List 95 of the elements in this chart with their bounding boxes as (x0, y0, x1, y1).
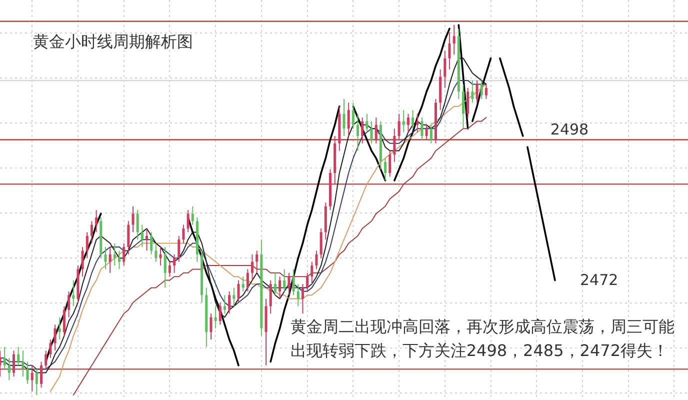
candlestick (223, 294, 226, 314)
candlestick (476, 80, 478, 104)
candlestick (22, 350, 24, 377)
candlestick (242, 276, 244, 292)
candlestick (356, 113, 360, 152)
candlestick (140, 224, 144, 248)
candlestick (366, 113, 368, 133)
candlestick (218, 302, 222, 326)
candlestick (182, 224, 185, 244)
candlestick (113, 242, 116, 266)
candlestick (90, 220, 93, 244)
candlestick (301, 283, 304, 314)
candlestick (237, 280, 240, 303)
candlestick (186, 209, 190, 233)
candlestick (146, 228, 148, 252)
candlestick (173, 254, 176, 274)
candlestick (8, 357, 10, 381)
candlestick (228, 290, 231, 314)
candlestick (108, 246, 112, 274)
candlestick (296, 283, 300, 307)
candlestick (246, 268, 249, 292)
candlestick (420, 117, 424, 140)
candlestick (210, 313, 212, 340)
candlestick (104, 246, 107, 270)
candlestick (484, 84, 488, 100)
candlestick (480, 80, 483, 100)
candlestick (154, 242, 158, 262)
candlestick (178, 235, 180, 262)
candlestick (412, 110, 414, 130)
candlestick (191, 206, 194, 226)
candlestick (30, 364, 34, 392)
candlestick (288, 272, 290, 296)
candlestick (86, 232, 88, 259)
candlestick (398, 113, 400, 140)
candlestick (232, 287, 236, 307)
candlestick (274, 272, 276, 296)
candlestick (81, 246, 84, 278)
candlestick (406, 113, 410, 133)
candlestick (466, 87, 470, 118)
candlestick (425, 124, 428, 140)
candlestick (72, 280, 75, 307)
candlestick (17, 346, 20, 366)
candlestick (35, 368, 38, 396)
candlestick (256, 250, 258, 274)
candlestick (159, 246, 162, 266)
candlestick (58, 316, 61, 340)
candlestick (278, 276, 282, 300)
candlestick (315, 250, 318, 270)
candlestick (384, 158, 387, 181)
candlestick (62, 306, 66, 336)
annotation: 2498 (550, 120, 589, 138)
candlestick (3, 346, 6, 370)
candlestick (292, 268, 295, 296)
candlestick (132, 206, 134, 233)
candlestick (12, 350, 16, 377)
candlestick (26, 361, 29, 384)
candlestick (168, 261, 171, 278)
candlestick (430, 124, 432, 144)
candlestick (269, 280, 272, 314)
candlestick (95, 209, 98, 233)
candlestick (342, 98, 346, 136)
annotation: 2472 (580, 271, 618, 290)
candlestick (388, 150, 392, 178)
candlestick (150, 232, 153, 255)
candlestick (251, 254, 254, 281)
candlestick (452, 24, 456, 56)
candlestick (370, 120, 373, 144)
candlestick (416, 113, 419, 133)
candlestick (283, 268, 286, 292)
candlestick (352, 102, 354, 130)
annotation: 黄金周二出现冲高回落，再次形成高位震荡，周三可能出现转弱下跌，下方关注2498，2485，2472得失！ (290, 317, 674, 360)
candlestick (361, 117, 364, 144)
candlestick (127, 220, 130, 255)
candlestick (347, 102, 350, 136)
candlestick (310, 261, 314, 284)
candlestick (448, 32, 451, 70)
candlestick (393, 128, 396, 162)
text: 黄金小时线周期解析图 (33, 32, 193, 52)
candlestick (214, 306, 217, 329)
candlestick (54, 324, 56, 352)
candlestick (444, 50, 446, 88)
candlestick (49, 338, 52, 358)
candlestick (164, 246, 166, 288)
candlestick (462, 84, 465, 130)
candlestick (320, 228, 322, 259)
candlestick (306, 272, 309, 292)
candlestick (44, 350, 48, 370)
candlestick (118, 250, 121, 270)
candlestick (68, 290, 70, 318)
candlestick (122, 242, 126, 266)
candlestick (136, 209, 139, 240)
candlestick (402, 110, 405, 133)
candlestick (374, 117, 378, 144)
candlestick (471, 80, 474, 104)
candlestick (40, 361, 43, 388)
